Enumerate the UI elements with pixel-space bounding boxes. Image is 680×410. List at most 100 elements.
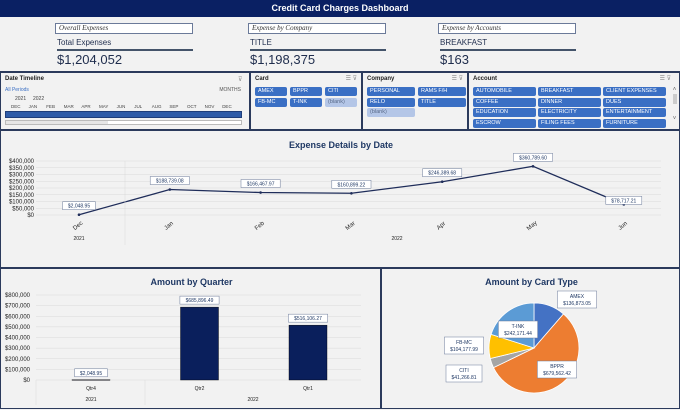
data-label: $166,467.97: [247, 182, 275, 188]
slicer-item[interactable]: T-INK: [290, 97, 322, 107]
bar: [180, 306, 219, 381]
x-tick-label: Feb: [254, 220, 266, 232]
data-label-box: [422, 168, 463, 177]
data-label: $104,177.99: [450, 347, 478, 353]
data-label: $685,896.49: [186, 298, 214, 304]
data-label-box: [62, 201, 96, 210]
slicer-item[interactable]: (blank): [367, 108, 415, 117]
y-tick-label: $300,000: [5, 346, 31, 352]
slicer-item[interactable]: COFFEE: [473, 97, 536, 107]
x-tick-label: Jan: [164, 221, 175, 232]
data-point: [440, 180, 444, 184]
data-label: $679,562.42: [543, 371, 571, 377]
slicer-item[interactable]: RAMS F/H: [418, 87, 466, 96]
category-label: CITI: [459, 368, 468, 374]
slicer-item[interactable]: FB-MC: [255, 97, 287, 107]
timeline-month[interactable]: MAY: [99, 104, 109, 109]
timeline-month[interactable]: AUG: [151, 104, 162, 109]
timeline-month[interactable]: JAN: [28, 104, 38, 109]
y-tick-label: $350,000: [9, 166, 35, 172]
data-label-box: [444, 336, 484, 355]
account-slicer-title: Account: [473, 76, 497, 82]
clear-filter-icon[interactable]: ⊽: [238, 77, 243, 83]
amount-by-card-type-chart: Amount by Card Type AMEX $136,873.05 BPPR $…: [381, 268, 680, 409]
timeline-month[interactable]: SEP: [169, 104, 179, 109]
y-tick-label: $0: [27, 213, 34, 219]
expense-by-date-chart: Expense Details by Date $400,000 $350,000…: [0, 130, 680, 268]
all-periods-label: All Periods: [5, 87, 29, 93]
slicer-item[interactable]: ESCROW: [473, 118, 536, 128]
timeline-scrollbar[interactable]: [5, 120, 242, 125]
timeline-month[interactable]: JUL: [134, 104, 143, 109]
slicer-item[interactable]: CLIENT EXPENSES: [603, 87, 666, 96]
timeline-month[interactable]: DEC: [222, 104, 232, 109]
multi-select-icon[interactable]: ☰ ⊽: [659, 76, 671, 82]
kpi-label: Total Expenses: [57, 38, 193, 51]
slicer-item[interactable]: BPPR: [290, 87, 322, 96]
data-label: $136,873.05: [563, 301, 591, 307]
data-label-box: [240, 179, 281, 188]
data-label-box: [445, 364, 483, 383]
data-label-box: [179, 295, 220, 305]
year-label: 2021: [73, 236, 84, 242]
multi-select-icon[interactable]: ☰ ⊽: [345, 76, 357, 82]
date-timeline[interactable]: Date Timeline All Periods MONTHS ⊽ 2021 …: [0, 72, 250, 130]
timeline-month[interactable]: DEC: [11, 104, 21, 109]
slicer-item[interactable]: TITLE: [418, 97, 466, 107]
y-tick-label: $400,000: [9, 159, 35, 165]
slicer-item[interactable]: FURNITURE: [603, 118, 666, 128]
slicer-item[interactable]: (blank): [325, 97, 357, 107]
data-label: $360,789.60: [519, 155, 547, 161]
slicer-scrollbar[interactable]: ˄ ˅: [672, 87, 677, 122]
slicer-item[interactable]: PERSONAL: [367, 87, 415, 96]
timeline-month[interactable]: MAR: [63, 104, 74, 109]
category-label: FB-MC: [456, 340, 472, 346]
slicer-item[interactable]: DUES: [603, 97, 666, 107]
slicer-item[interactable]: FILING FEES: [538, 118, 601, 128]
timeline-month[interactable]: NOV: [204, 104, 215, 109]
card-slicer: Card ☰ ⊽ AMEX BPPR CITI FB-MC T-INK (blank): [250, 72, 362, 130]
data-label-box: [331, 180, 372, 189]
year-label: 2022: [391, 236, 402, 242]
slicer-item[interactable]: RELO: [367, 97, 415, 107]
data-label: $2,048.95: [68, 204, 90, 210]
data-label: $188,739.08: [156, 179, 184, 185]
data-label-box: [557, 290, 597, 309]
slicer-item[interactable]: ENTERTAINMENT: [603, 108, 666, 117]
year-label: 2021: [15, 96, 27, 102]
kpi-value: $1,198,375: [250, 52, 316, 67]
timeline-level-dropdown[interactable]: MONTHS: [219, 87, 241, 93]
timeline-month[interactable]: FEB: [46, 104, 55, 109]
slicer-item[interactable]: ELECTRICITY: [538, 108, 601, 117]
slicer-item[interactable]: AUTOMOBILE: [473, 87, 536, 96]
data-point: [350, 191, 353, 195]
y-tick-label: $100,000: [9, 200, 35, 206]
kpi-overall: Overall Expenses Total Expenses $1,204,0…: [55, 17, 255, 72]
category-label: BPPR: [550, 364, 564, 370]
data-label-box: [498, 320, 538, 339]
chart-title: Amount by Quarter: [150, 277, 233, 287]
x-tick-label: Dec: [72, 221, 84, 232]
y-tick-label: $700,000: [5, 304, 31, 310]
data-point: [531, 164, 535, 168]
data-point: [168, 188, 172, 191]
slicer-item[interactable]: CITI: [325, 87, 357, 96]
y-tick-label: $150,000: [9, 193, 35, 199]
slicer-item[interactable]: EDUCATION: [473, 108, 536, 117]
chart-title: Expense Details by Date: [288, 140, 394, 150]
timeline-month[interactable]: APR: [81, 104, 91, 109]
y-tick-label: $600,000: [5, 314, 31, 320]
timeline-month[interactable]: OCT: [187, 104, 197, 109]
data-label-box: [288, 313, 328, 323]
kpi-caption: Expense by Accounts: [438, 23, 576, 34]
x-tick-label: Mar: [345, 221, 357, 232]
multi-select-icon[interactable]: ☰ ⊽: [451, 76, 463, 82]
timeline-month[interactable]: JUN: [116, 104, 126, 109]
slicer-item[interactable]: BREAKFAST: [538, 87, 601, 96]
kpi-company: Expense by Company TITLE $1,198,375: [248, 17, 448, 72]
data-label-box: [605, 196, 643, 205]
slicer-item[interactable]: AMEX: [255, 87, 287, 96]
slicer-item[interactable]: DINNER: [538, 97, 601, 107]
timeline-bar[interactable]: [5, 111, 242, 118]
x-tick-label: Qtr4: [86, 386, 96, 392]
